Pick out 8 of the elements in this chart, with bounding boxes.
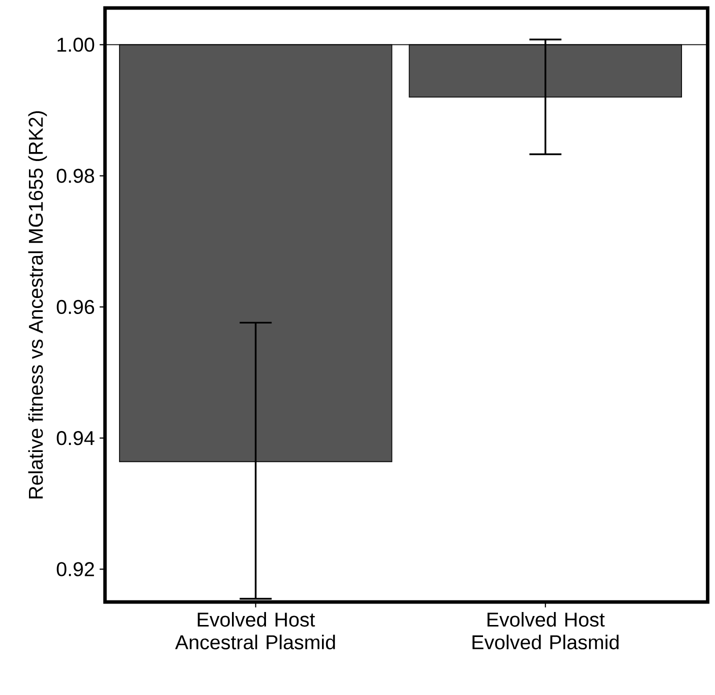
y-tick-label: 0.96 — [56, 300, 94, 314]
y-tick-label: 0.94 — [56, 430, 94, 446]
x-tick-label: Evolved Host Evolved Plasmid — [472, 612, 619, 650]
x-tick-label: Evolved Host Ancestral Plasmid — [175, 612, 335, 650]
y-tick-label: 0.92 — [56, 562, 94, 576]
y-tick-label: 0.98 — [56, 168, 94, 183]
y-tick-label: 1.00 — [58, 38, 94, 52]
y-axis-title: Relative fitness vs Ancestral MG1655 (RK2) — [28, 111, 47, 498]
